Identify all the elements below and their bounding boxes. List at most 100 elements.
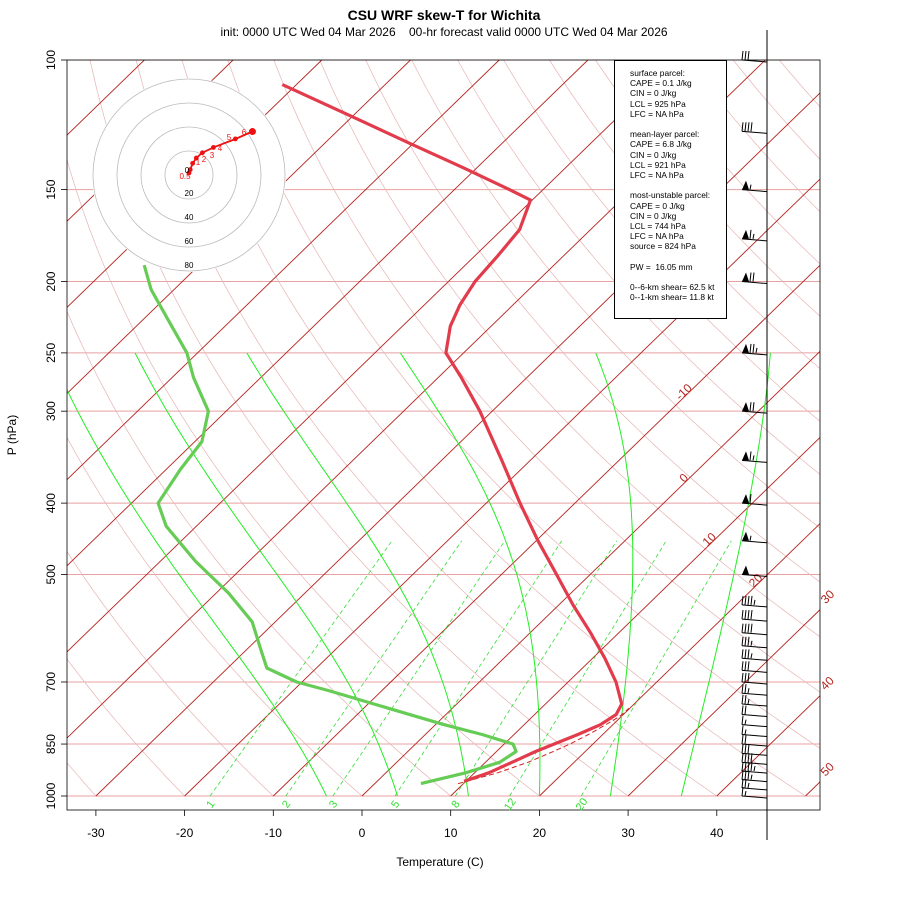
hodograph-point	[248, 128, 256, 136]
wind-barb	[741, 725, 768, 738]
isotherm	[894, 60, 900, 796]
dry-adiabat	[89, 60, 629, 797]
y-tick-label: 1000	[44, 782, 58, 809]
parcel-info-box: surface parcel: CAPE = 0.1 J/kg CIN = 0 …	[614, 60, 727, 319]
mixing-ratio-label: 12	[502, 796, 519, 813]
wind-barb	[741, 744, 768, 756]
dry-adiabat	[273, 60, 820, 693]
moist-adiabat	[680, 352, 771, 797]
dewpoint-profile-line	[142, 264, 518, 786]
isotherm	[361, 350, 820, 797]
y-tick-label: 250	[44, 343, 58, 363]
wind-barb	[741, 715, 768, 728]
isotherm-label: -10	[673, 381, 695, 403]
isotherm	[95, 92, 820, 797]
wind-barb	[741, 694, 768, 707]
dry-adiabat	[457, 60, 820, 475]
dry-adiabat	[67, 658, 185, 797]
wind-barb	[741, 623, 768, 636]
isotherm	[716, 695, 820, 797]
y-tick-label: 850	[44, 734, 58, 754]
isotherm	[627, 609, 820, 797]
x-tick-label: 10	[444, 826, 458, 840]
wind-barb	[741, 180, 768, 193]
wind-barb	[741, 610, 768, 622]
hodograph-point	[190, 160, 196, 166]
x-tick-label: -10	[265, 826, 283, 840]
wind-barb	[741, 649, 768, 661]
isotherm	[184, 178, 820, 797]
y-tick-label: 400	[44, 493, 58, 513]
hodograph-point	[232, 136, 238, 142]
isotherm	[67, 60, 589, 567]
x-tick-label: -20	[176, 826, 194, 840]
wind-barb	[741, 122, 768, 134]
moist-adiabat	[134, 352, 398, 797]
plot-frame	[66, 59, 821, 811]
wind-barb	[741, 734, 768, 747]
mixing-ratio-label: 3	[327, 799, 340, 811]
most-unstable-cape: CAPE = 0 J/kg	[630, 200, 685, 211]
wind-barb	[741, 595, 768, 608]
mixing-ratio-line	[285, 540, 463, 797]
most-unstable-source: source = 824 hPa	[630, 241, 696, 252]
wind-barb	[741, 343, 768, 356]
wind-barb	[741, 272, 768, 285]
x-tick-label: 40	[710, 826, 724, 840]
moist-adiabat	[399, 352, 541, 796]
x-tick-label: 30	[621, 826, 635, 840]
mixing-ratio-label: 5	[389, 799, 402, 811]
x-tick-label: 0	[359, 826, 366, 840]
mixing-ratio-label: 8	[449, 799, 462, 811]
dry-adiabat	[67, 158, 540, 797]
mean-layer-cin: CIN = 0 J/kg	[630, 149, 677, 160]
mixing-ratio-line	[394, 540, 563, 797]
hodograph-ring-label: 80	[185, 261, 194, 270]
x-axis-label: Temperature (C)	[396, 855, 484, 869]
surface-lfc: LFC = NA hPa	[630, 108, 684, 119]
dry-adiabat	[778, 60, 820, 108]
hodograph-ring	[92, 78, 286, 272]
mixing-ratio-label: 1	[204, 799, 217, 811]
hodograph-ring-label: 60	[185, 237, 194, 246]
hodograph-point-label: 0.5	[179, 172, 191, 181]
wind-barb	[741, 531, 768, 544]
wind-barb	[741, 565, 768, 577]
hodograph-point-label: 4	[218, 144, 223, 153]
hodograph-ring	[140, 126, 238, 224]
most-unstable-lcl: LCL = 744 hPa	[630, 221, 686, 232]
hodograph-point-label: 6	[242, 128, 247, 137]
y-tick-label: 200	[44, 271, 58, 291]
dry-adiabat	[365, 60, 820, 583]
mean-layer-lcl: LCL = 921 hPa	[630, 159, 686, 170]
hodograph-point-label: 2	[202, 155, 207, 164]
hodograph-point	[187, 167, 193, 173]
shear-0-1km: 0--1-km shear= 11.8 kt	[630, 292, 714, 303]
y-tick-label: 100	[44, 50, 58, 70]
chart-title: CSU WRF skew-T for Wichita	[347, 7, 541, 23]
isotherm-label: 10	[700, 529, 720, 549]
isotherm	[67, 60, 677, 653]
mixing-ratio-line	[454, 540, 618, 797]
surface-parcel-header: surface parcel:	[630, 68, 685, 78]
mixing-ratio-line	[332, 540, 506, 797]
most-unstable-cin: CIN = 0 J/kg	[630, 210, 677, 221]
dry-adiabat	[732, 60, 820, 160]
surface-cin: CIN = 0 J/kg	[630, 88, 677, 99]
mean-layer-cape: CAPE = 6.8 J/kg	[630, 139, 692, 150]
hodograph-point-label: 1	[196, 158, 201, 167]
y-tick-label: 700	[44, 672, 58, 692]
isotherm-label: 50	[818, 759, 838, 779]
wind-barb	[741, 636, 768, 649]
surface-lcl: LCL = 925 hPa	[630, 98, 686, 109]
mean-layer-header: mean-layer parcel:	[630, 129, 700, 140]
wind-barb	[741, 705, 768, 718]
shear-0-6km: 0--6-km shear= 62.5 kt	[630, 282, 715, 293]
hodograph-point-label: 5	[227, 133, 232, 142]
hodograph-ring	[116, 102, 262, 248]
wind-barb	[741, 494, 768, 506]
dry-adiabat	[871, 60, 900, 796]
moist-adiabat	[595, 352, 634, 797]
